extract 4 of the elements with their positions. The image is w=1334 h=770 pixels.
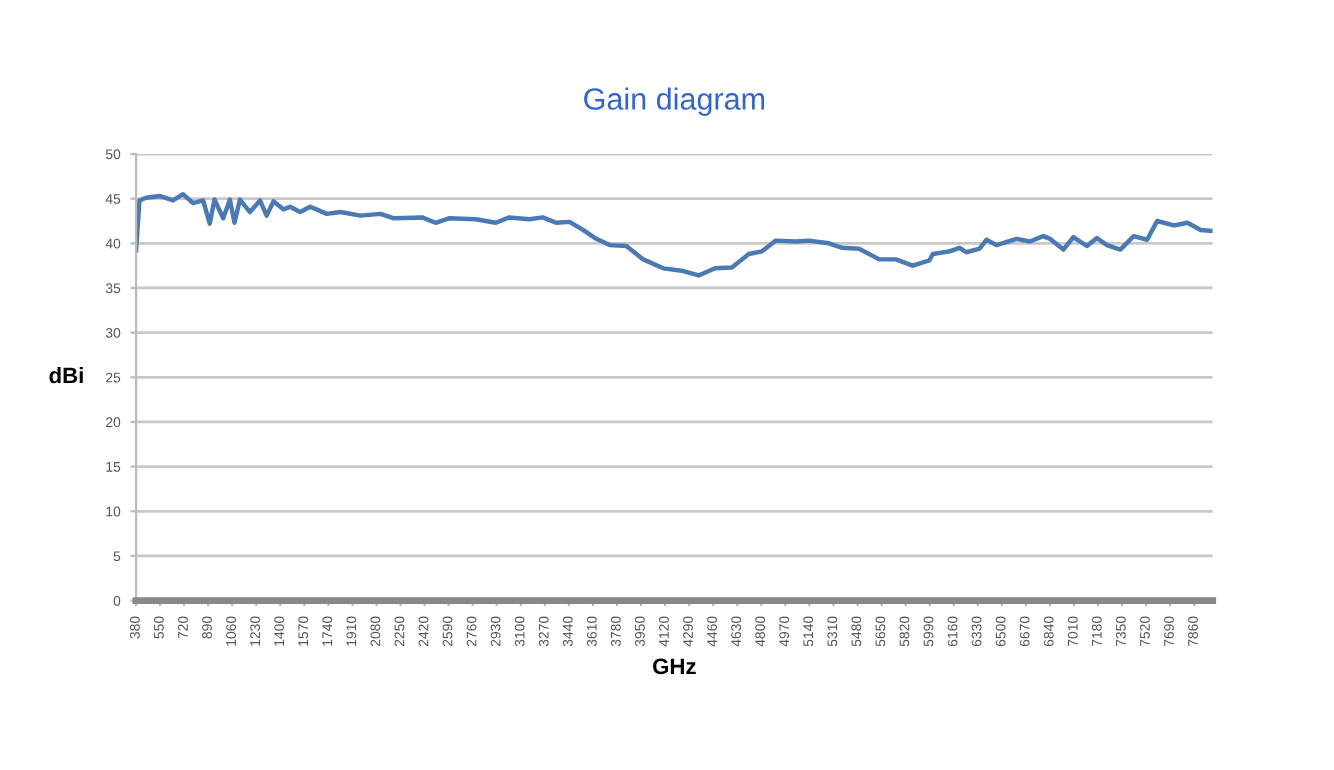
y-axis-title: dBi bbox=[49, 366, 83, 384]
x-axis-title: GHz bbox=[653, 658, 696, 675]
line-series bbox=[136, 191, 1213, 278]
chart-title: Gain diagram bbox=[584, 87, 765, 116]
